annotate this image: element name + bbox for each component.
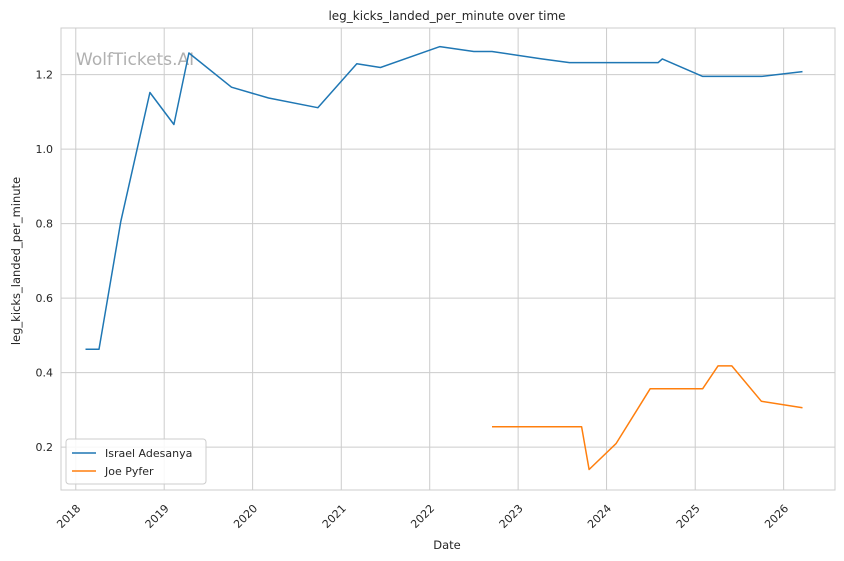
y-tick-label: 1.0 (36, 143, 54, 156)
x-tick-labels: 2018 2019 2020 2021 2022 2023 2024 2025 2026 (54, 502, 791, 531)
y-tick-label: 0.4 (36, 367, 54, 380)
x-tick-label: 2022 (408, 502, 437, 531)
series-line-joe-pyfer (492, 365, 803, 471)
x-axis-title: Date (433, 538, 461, 552)
series-lines (85, 45, 803, 471)
x-tick-label: 2021 (320, 502, 349, 531)
x-tick-label: 2025 (674, 502, 703, 531)
legend: Israel Adesanya Joe Pyfer (65, 438, 207, 485)
legend-label-joe-pyfer: Joe Pyfer (104, 465, 154, 478)
series-line-israel-adesanya (85, 45, 803, 350)
x-tick-label: 2018 (54, 502, 83, 531)
y-tick-labels: 0.2 0.4 0.6 0.8 1.0 1.2 (36, 69, 54, 455)
x-tick-label: 2026 (762, 502, 791, 531)
x-tick-label: 2024 (585, 502, 614, 531)
y-tick-label: 0.2 (36, 441, 54, 454)
y-tick-label: 1.2 (36, 69, 54, 82)
chart-title: leg_kicks_landed_per_minute over time (328, 9, 565, 23)
watermark-text: WolfTickets.AI (76, 50, 194, 70)
y-tick-label: 0.6 (36, 292, 54, 305)
legend-box (65, 438, 207, 485)
x-tick-label: 2020 (231, 502, 260, 531)
grid-lines (61, 28, 835, 490)
legend-label-israel-adesanya: Israel Adesanya (105, 447, 192, 460)
x-tick-label: 2023 (497, 502, 526, 531)
y-axis-title: leg_kicks_landed_per_minute (9, 177, 23, 345)
x-tick-label: 2019 (143, 502, 172, 531)
y-tick-label: 0.8 (36, 218, 54, 231)
plot-area-frame (60, 27, 836, 491)
